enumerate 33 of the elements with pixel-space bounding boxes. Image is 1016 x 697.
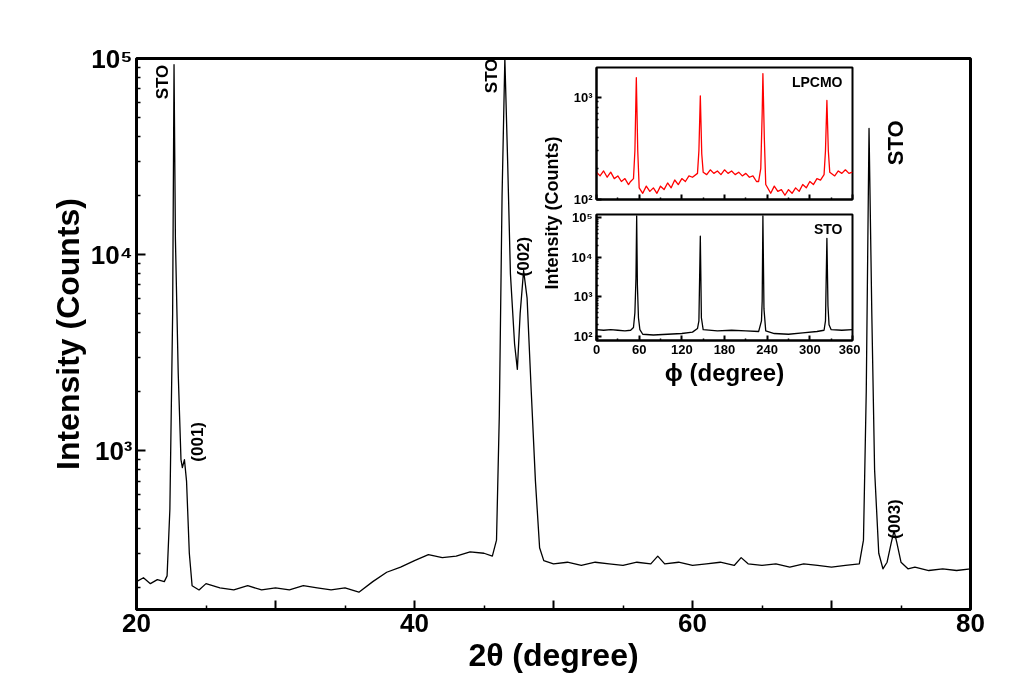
y-axis-title: Intensity (Counts) bbox=[541, 136, 563, 290]
x-tick-label: 80 bbox=[956, 607, 985, 638]
annotation: STO bbox=[883, 120, 909, 166]
y-tick-label: 10⁴ bbox=[90, 239, 133, 270]
x-tick-label: 120 bbox=[670, 341, 693, 357]
y-tick-label: 10³ bbox=[573, 89, 594, 105]
annotation: STO bbox=[813, 220, 843, 237]
x-axis-title: 2θ (degree) bbox=[468, 636, 639, 673]
annotation: STO bbox=[481, 58, 501, 94]
annotation: (002) bbox=[514, 236, 534, 277]
x-tick-label: 40 bbox=[400, 607, 429, 638]
y-axis-title: Intensity (Counts) bbox=[49, 198, 86, 470]
x-tick-label: 360 bbox=[838, 341, 861, 357]
annotation: LPCMO bbox=[791, 73, 843, 90]
y-tick-label: 10⁵ bbox=[571, 210, 593, 226]
x-tick-label: 60 bbox=[631, 341, 647, 357]
y-tick-label: 10⁵ bbox=[91, 43, 133, 74]
x-tick-label: 60 bbox=[678, 607, 707, 638]
x-tick-label: 240 bbox=[756, 341, 779, 357]
x-axis-title: ϕ (degree) bbox=[664, 358, 785, 386]
annotation: (001) bbox=[188, 422, 208, 462]
x-tick-label: 0 bbox=[592, 341, 601, 357]
line-series bbox=[596, 72, 853, 196]
x-tick-label: 300 bbox=[798, 341, 821, 357]
x-tick-label: 20 bbox=[122, 607, 151, 638]
y-tick-label: 10³ bbox=[573, 289, 594, 305]
y-tick-label: 10⁴ bbox=[571, 249, 593, 265]
x-tick-label: 180 bbox=[713, 341, 736, 357]
annotation: (003) bbox=[884, 499, 904, 539]
annotation: STO bbox=[153, 64, 173, 100]
y-tick-label: 10² bbox=[573, 329, 594, 345]
y-tick-label: 10³ bbox=[94, 435, 133, 466]
y-tick-label: 10² bbox=[573, 192, 594, 207]
